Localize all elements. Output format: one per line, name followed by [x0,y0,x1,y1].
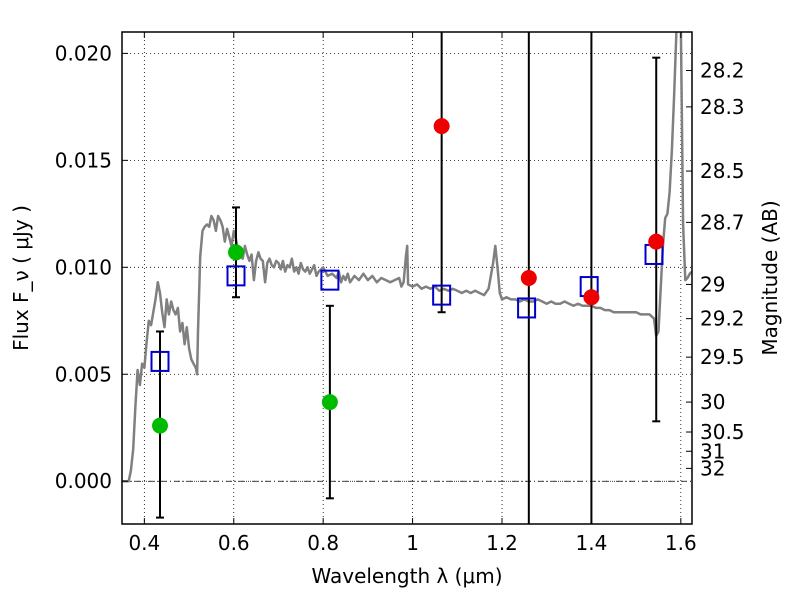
x-axis-label: Wavelength λ (μm) [311,564,502,588]
magnitude-tick-label: 29 [700,272,725,296]
magnitude-tick-label: 28.3 [700,95,745,119]
axis-ticks: 0.4 0.6 0.8 1 1.2 1.4 1.6 0.000 0.005 0.010 0.015 0… [55,32,745,555]
photometry-square-marker [432,284,452,306]
magnitude-tick-label: 29.5 [700,345,745,369]
magnitude-tick-label: 28.5 [700,159,745,183]
y-tick-label: 0.015 [55,148,112,172]
y-tick-label: 0.010 [55,255,112,279]
x-tick-label: 0.8 [307,531,339,555]
magnitude-tick-label: 28.2 [700,59,745,83]
plot-frame [121,31,693,525]
photometry-square-marker [320,269,340,291]
photometry-circle-marker [321,394,338,411]
magnitude-tick-label: 30 [700,390,725,414]
y-axis-label: Flux F_ν ( μJy ) [9,205,33,351]
magnitude-tick-label: 31 [700,439,725,463]
x-tick-label: 0.6 [218,531,250,555]
photometry-square-marker [150,350,170,372]
data-points [150,118,665,434]
y-axis-right-label: Magnitude (AB) [758,200,782,355]
magnitude-tick-label: 30.5 [700,420,745,444]
magnitude-tick-label: 32 [700,456,725,480]
x-tick-label: 0.4 [128,531,160,555]
y-tick-label: 0.020 [55,41,112,65]
y-tick-label: 0.005 [55,362,112,386]
x-tick-label: 1.2 [486,531,518,555]
photometry-circle-marker [433,118,450,135]
y-tick-label: 0.000 [55,469,112,493]
magnitude-tick-label: 28.7 [700,210,745,234]
model-spectrum [122,32,692,483]
x-tick-label: 1.6 [665,531,697,555]
magnitude-tick-label: 29.2 [700,307,745,331]
photometry-circle-marker [228,244,244,261]
photometry-square-marker [517,297,537,319]
photometry-circle-marker [152,417,168,434]
photometry-circle-marker [520,270,537,286]
model-spectrum-line [122,32,692,483]
photometry-circle-marker [583,289,600,306]
x-tick-label: 1.4 [576,531,608,555]
photometry-square-marker [226,265,246,287]
x-tick-label: 1 [406,531,419,555]
photometry-circle-marker [648,233,665,250]
